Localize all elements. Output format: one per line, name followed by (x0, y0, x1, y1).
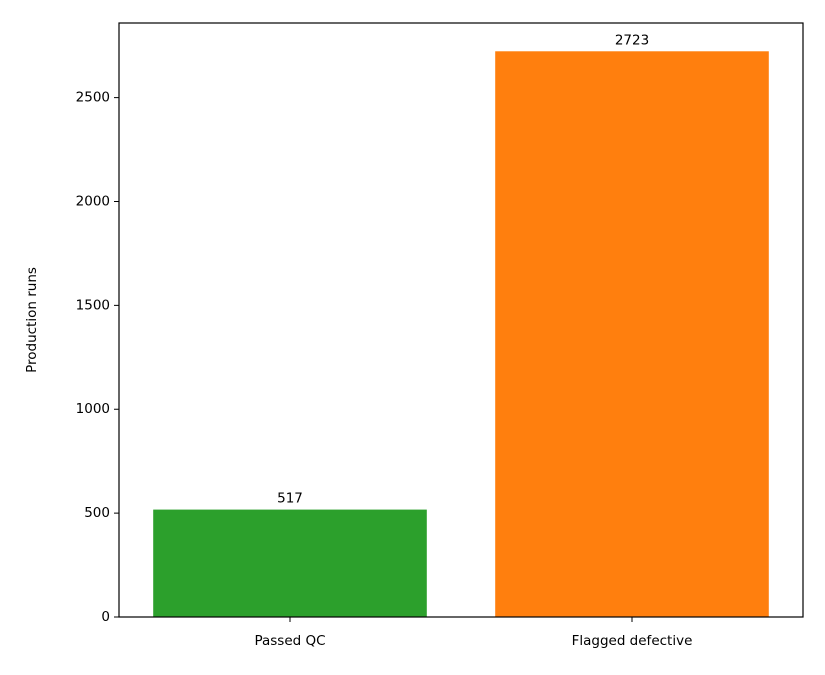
data-label: 2723 (615, 32, 649, 48)
y-tick-label: 500 (84, 505, 110, 521)
y-tick-label: 2500 (76, 90, 110, 106)
y-tick-label: 2000 (76, 193, 110, 209)
y-tick-label: 1000 (76, 401, 110, 417)
x-tick-label: Passed QC (254, 633, 325, 649)
bar (495, 51, 769, 618)
y-tick-label: 1500 (76, 297, 110, 313)
y-axis-label: Production runs (24, 267, 40, 373)
y-tick-label: 0 (101, 609, 110, 625)
plot-frame (118, 22, 804, 618)
x-tick-label: Flagged defective (572, 633, 693, 649)
bar (153, 509, 427, 617)
data-label: 517 (277, 491, 303, 507)
